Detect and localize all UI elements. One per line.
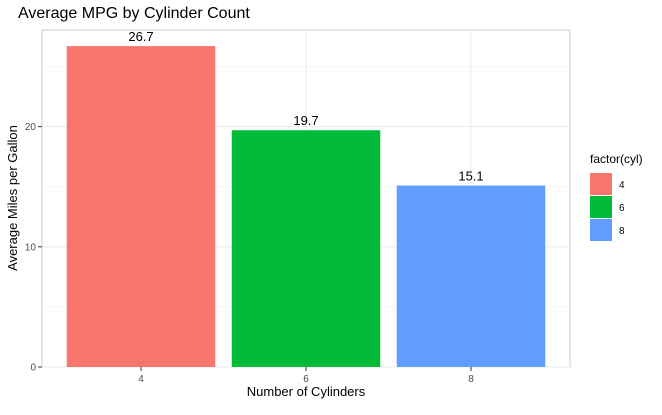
bar-labels: 26.7 19.7 15.1: [128, 29, 483, 183]
x-axis: 4 6 8: [138, 367, 474, 385]
legend-title: factor(cyl): [590, 152, 643, 166]
x-tick-label: 4: [138, 374, 144, 385]
legend: factor(cyl) 4 6 8: [590, 152, 643, 241]
legend-label: 4: [619, 180, 625, 191]
plot-panel: 26.7 19.7 15.1: [41, 29, 571, 368]
legend-swatch-4: [590, 173, 612, 195]
bar-4: [66, 46, 216, 367]
bar-value-label: 26.7: [128, 29, 153, 44]
bar-value-label: 15.1: [458, 169, 483, 184]
legend-label: 8: [619, 226, 625, 237]
y-tick-label: 10: [25, 242, 37, 253]
bar-6: [231, 130, 381, 367]
x-axis-title: Number of Cylinders: [247, 384, 366, 399]
legend-items: 4 6 8: [590, 173, 625, 241]
y-axis: 0 10 20: [25, 122, 42, 374]
y-tick-label: 20: [25, 122, 37, 133]
legend-swatch-8: [590, 219, 612, 241]
x-tick-label: 8: [468, 374, 474, 385]
bar-8: [396, 185, 546, 367]
legend-swatch-6: [590, 196, 612, 218]
bar-value-label: 19.7: [293, 113, 318, 128]
bars: [66, 46, 546, 367]
y-axis-title: Average Miles per Gallon: [5, 125, 20, 271]
legend-label: 6: [619, 203, 625, 214]
chart-title: Average MPG by Cylinder Count: [18, 5, 250, 22]
x-tick-label: 6: [303, 374, 309, 385]
y-tick-label: 0: [30, 363, 36, 374]
